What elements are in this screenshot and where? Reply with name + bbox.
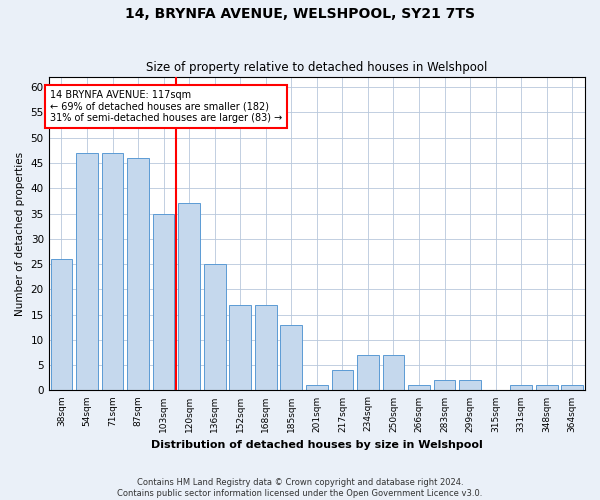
- X-axis label: Distribution of detached houses by size in Welshpool: Distribution of detached houses by size …: [151, 440, 483, 450]
- Bar: [383, 355, 404, 390]
- Text: 14, BRYNFA AVENUE, WELSHPOOL, SY21 7TS: 14, BRYNFA AVENUE, WELSHPOOL, SY21 7TS: [125, 8, 475, 22]
- Bar: [101, 153, 124, 390]
- Bar: [229, 304, 251, 390]
- Bar: [357, 355, 379, 390]
- Bar: [50, 259, 72, 390]
- Bar: [434, 380, 455, 390]
- Y-axis label: Number of detached properties: Number of detached properties: [15, 152, 25, 316]
- Text: Contains HM Land Registry data © Crown copyright and database right 2024.
Contai: Contains HM Land Registry data © Crown c…: [118, 478, 482, 498]
- Title: Size of property relative to detached houses in Welshpool: Size of property relative to detached ho…: [146, 62, 488, 74]
- Bar: [204, 264, 226, 390]
- Bar: [280, 324, 302, 390]
- Text: 14 BRYNFA AVENUE: 117sqm
← 69% of detached houses are smaller (182)
31% of semi-: 14 BRYNFA AVENUE: 117sqm ← 69% of detach…: [50, 90, 282, 123]
- Bar: [536, 386, 557, 390]
- Bar: [76, 153, 98, 390]
- Bar: [127, 158, 149, 390]
- Bar: [178, 204, 200, 390]
- Bar: [408, 386, 430, 390]
- Bar: [510, 386, 532, 390]
- Bar: [459, 380, 481, 390]
- Bar: [332, 370, 353, 390]
- Bar: [306, 386, 328, 390]
- Bar: [255, 304, 277, 390]
- Bar: [153, 214, 175, 390]
- Bar: [562, 386, 583, 390]
